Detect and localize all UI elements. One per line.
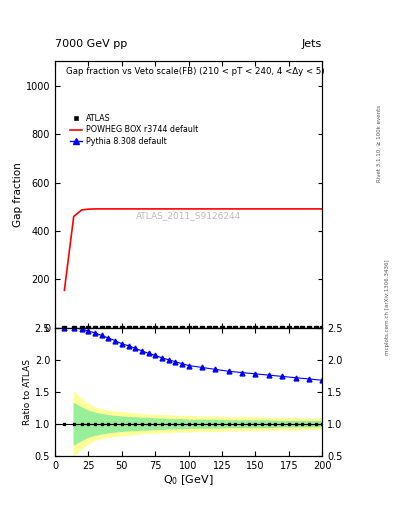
Y-axis label: Ratio to ATLAS: Ratio to ATLAS — [23, 359, 32, 425]
Text: Gap fraction vs Veto scale(FB) (210 < pT < 240, 4 <Δy < 5): Gap fraction vs Veto scale(FB) (210 < pT… — [66, 67, 324, 76]
X-axis label: Q$_0$ [GeV]: Q$_0$ [GeV] — [163, 473, 214, 487]
Text: Jets: Jets — [302, 38, 322, 49]
Text: ATLAS_2011_S9126244: ATLAS_2011_S9126244 — [136, 211, 241, 221]
Text: 7000 GeV pp: 7000 GeV pp — [55, 38, 127, 49]
Text: Rivet 3.1.10, ≥ 100k events: Rivet 3.1.10, ≥ 100k events — [377, 105, 382, 182]
Text: mcplots.cern.ch [arXiv:1306.3436]: mcplots.cern.ch [arXiv:1306.3436] — [385, 260, 389, 355]
Legend: ATLAS, POWHEG BOX r3744 default, Pythia 8.308 default: ATLAS, POWHEG BOX r3744 default, Pythia … — [67, 111, 201, 149]
Y-axis label: Gap fraction: Gap fraction — [13, 162, 23, 227]
